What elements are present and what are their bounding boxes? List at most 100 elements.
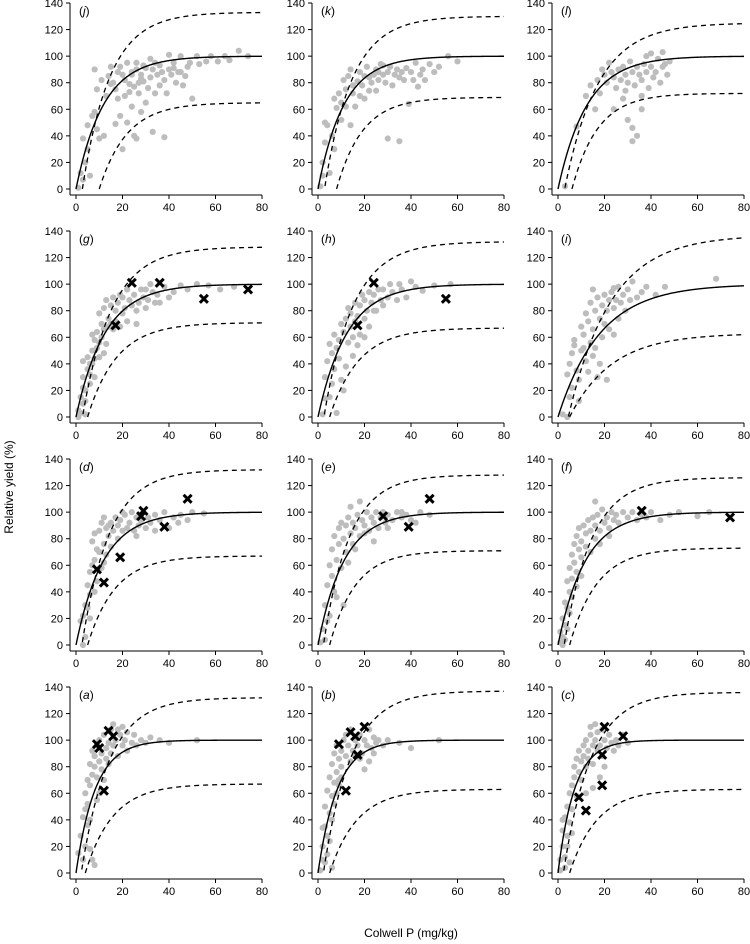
data-point	[138, 75, 145, 82]
data-point	[338, 116, 345, 124]
data-point	[103, 340, 110, 348]
data-point	[79, 176, 87, 183]
data-point	[375, 524, 382, 532]
panel-a: 0 20 40 60 80 100 120 140 0 20 40 60 80 (a)	[45, 682, 268, 898]
data-point	[620, 509, 627, 516]
data-point	[582, 92, 590, 100]
data-point	[121, 737, 128, 744]
data-point	[368, 514, 375, 521]
data-point	[338, 519, 345, 526]
data-point	[226, 57, 233, 64]
data-point	[119, 723, 126, 730]
data-point	[578, 323, 585, 330]
data-point	[585, 747, 592, 754]
data-point	[98, 76, 105, 84]
data-point	[110, 527, 117, 534]
data-point	[359, 291, 366, 298]
data-point	[138, 737, 145, 744]
data-point	[168, 71, 175, 78]
data-point	[158, 68, 166, 76]
data-point	[147, 74, 154, 81]
data-point	[564, 832, 571, 839]
upper-bound-curve	[81, 11, 262, 190]
y-tick-label: 20	[533, 157, 545, 169]
data-point	[119, 146, 126, 153]
data-point	[638, 92, 645, 100]
lower-bound-curve	[569, 334, 745, 418]
data-point	[375, 68, 382, 76]
lower-bound-curve	[569, 547, 744, 646]
data-point	[135, 90, 142, 97]
data-point	[601, 519, 608, 526]
data-point	[603, 79, 610, 86]
data-point	[354, 312, 361, 320]
y-tick-label: 140	[527, 0, 545, 10]
data-point	[328, 760, 336, 768]
data-point	[151, 511, 159, 518]
data-point	[561, 853, 569, 861]
data-point	[361, 296, 368, 304]
data-point	[391, 71, 398, 78]
y-tick-label: 0	[57, 868, 63, 880]
data-point	[384, 737, 391, 744]
y-tick-label: 120	[527, 253, 545, 265]
data-point	[333, 104, 340, 112]
fitted-curve	[317, 55, 504, 190]
y-tick-label: 20	[533, 841, 545, 853]
data-point	[359, 517, 366, 524]
x-tick-label: 40	[645, 658, 657, 670]
fitted-curve	[557, 511, 744, 646]
data-point	[575, 524, 583, 532]
data-point	[601, 291, 608, 298]
data-point	[84, 776, 91, 784]
data-point	[138, 108, 145, 116]
data-point	[82, 806, 89, 813]
data-point	[592, 307, 599, 314]
y-tick-label: 100	[287, 507, 305, 519]
y-tick-label: 20	[533, 385, 545, 397]
data-point	[175, 519, 182, 526]
data-point	[713, 275, 720, 282]
y-tick-label: 80	[533, 534, 545, 546]
data-point	[93, 86, 101, 93]
x-axis-title: Colwell P (mg/kg)	[364, 926, 458, 940]
data-point	[650, 74, 657, 81]
data-point	[613, 84, 620, 92]
cross-marker	[126, 277, 137, 288]
data-point	[356, 302, 363, 309]
y-tick-label: 0	[539, 412, 545, 424]
data-point	[638, 106, 645, 113]
data-point	[454, 58, 461, 65]
data-point	[333, 409, 340, 417]
data-point	[177, 53, 184, 60]
data-point	[84, 582, 91, 589]
panel-label: (j)	[79, 4, 90, 18]
data-point	[587, 723, 594, 730]
cross-marker	[424, 493, 435, 504]
data-point	[121, 92, 128, 100]
data-point	[580, 344, 587, 352]
cross-marker	[378, 511, 389, 522]
data-point	[380, 286, 387, 293]
data-point	[107, 63, 114, 70]
data-point	[105, 72, 112, 80]
data-point	[340, 76, 347, 84]
x-tick-label: 20	[358, 202, 370, 214]
data-point	[345, 72, 352, 80]
y-tick-label: 120	[527, 25, 545, 37]
data-point	[345, 304, 352, 312]
data-point	[354, 511, 361, 518]
y-tick-label: 0	[299, 184, 305, 196]
cross-marker	[108, 731, 119, 742]
cross-marker	[333, 739, 344, 750]
data-point	[608, 68, 615, 76]
fitted-curve	[75, 739, 262, 874]
data-point	[89, 331, 96, 338]
data-point	[568, 575, 576, 582]
data-point	[112, 307, 119, 314]
data-point	[638, 76, 645, 84]
data-point	[363, 307, 370, 314]
data-point	[119, 71, 126, 78]
data-point	[414, 83, 422, 90]
y-tick-label: 140	[527, 454, 545, 466]
